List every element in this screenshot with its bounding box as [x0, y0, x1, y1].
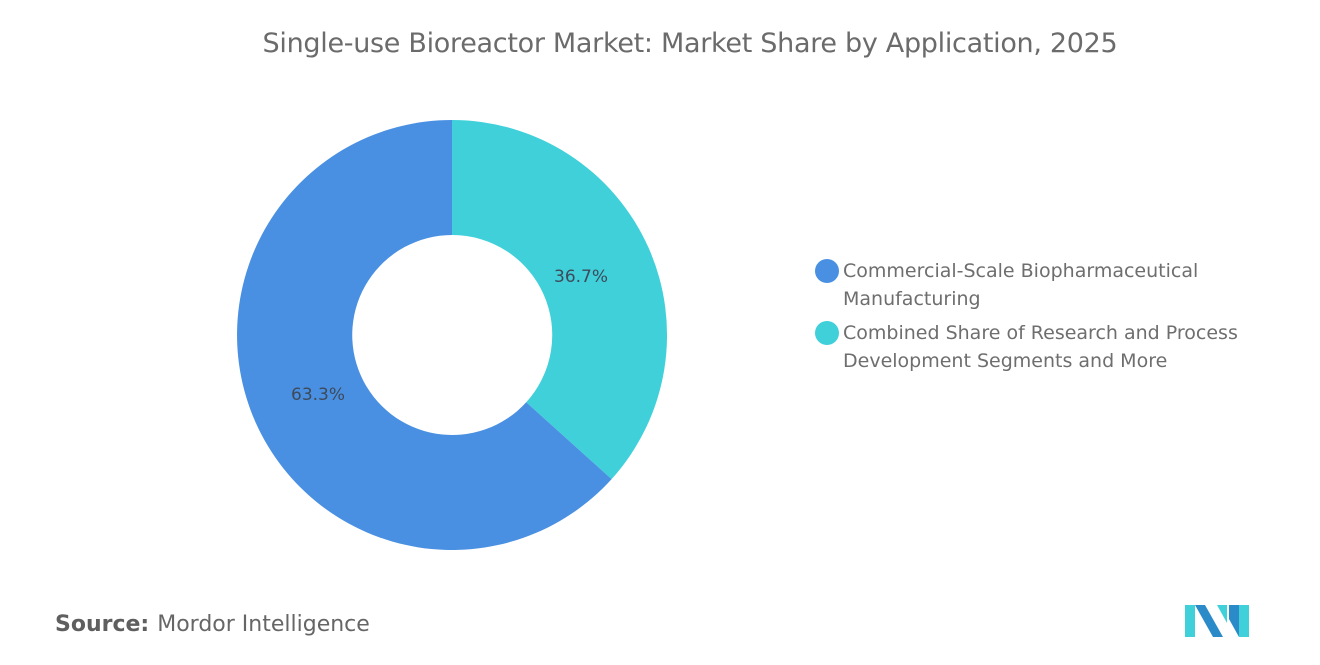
legend-marker-icon [815, 259, 839, 283]
legend-marker-icon [815, 321, 839, 345]
chart-title: Single-use Bioreactor Market: Market Sha… [262, 28, 1118, 59]
mordor-intelligence-logo-icon [1185, 605, 1249, 637]
source-value: Mordor Intelligence [157, 612, 370, 637]
legend-label: Combined Share of Research and Process D… [843, 322, 1238, 372]
legend: Commercial-Scale Biopharmaceutical Manuf… [815, 257, 1285, 381]
legend-item-commercial[interactable]: Commercial-Scale Biopharmaceutical Manuf… [815, 257, 1285, 313]
source-note: Source: Mordor Intelligence [55, 612, 370, 637]
legend-label: Commercial-Scale Biopharmaceutical Manuf… [843, 260, 1199, 310]
slice-research-process-development[interactable] [452, 120, 668, 480]
slice-label-commercial: 63.3% [291, 385, 345, 405]
slice-label-research: 36.7% [554, 267, 608, 287]
legend-item-research[interactable]: Combined Share of Research and Process D… [815, 319, 1285, 375]
source-label: Source: [55, 612, 150, 637]
slice-commercial-scale-manufacturing[interactable] [237, 120, 612, 550]
